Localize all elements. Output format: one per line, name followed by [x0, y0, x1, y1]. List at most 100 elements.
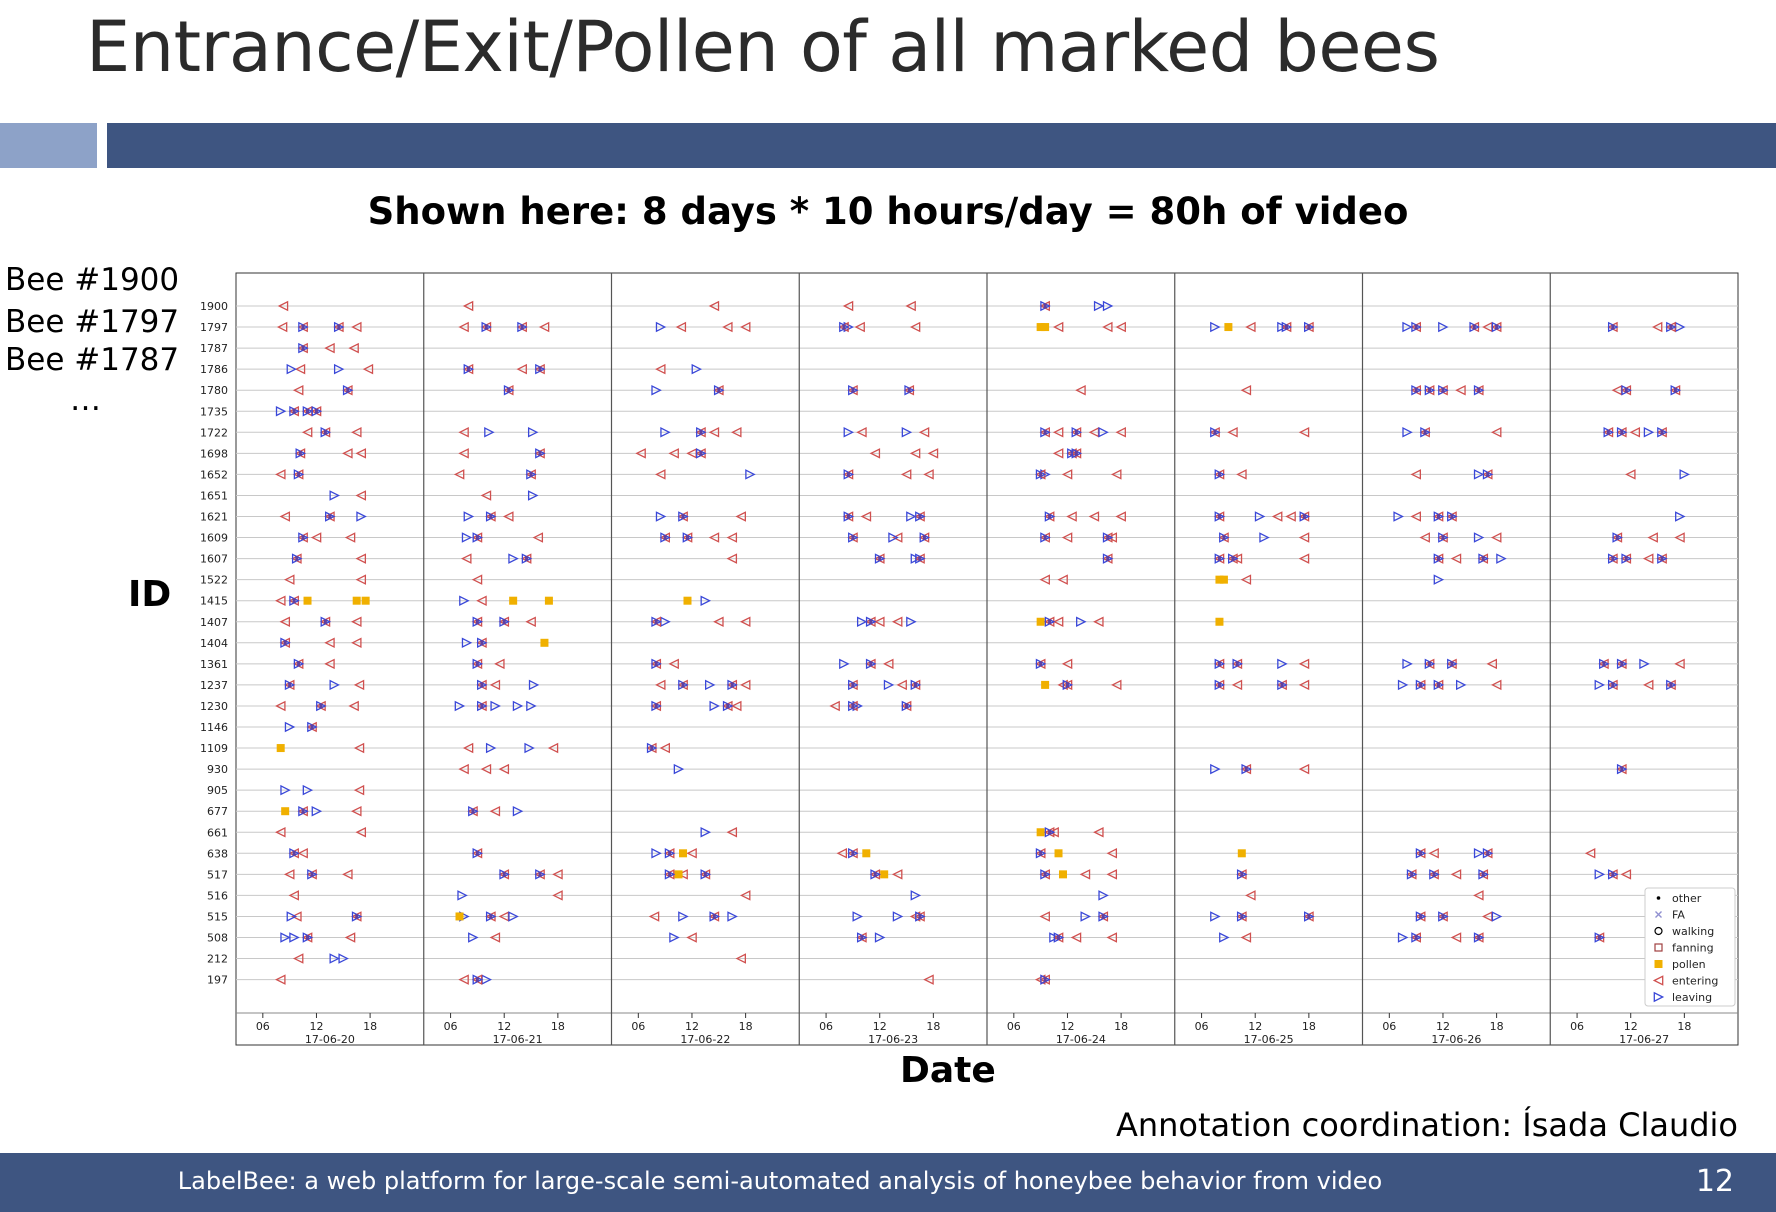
- chart-legend: other FA walking fanning pollen entering leavi…: [1644, 887, 1736, 1007]
- accent-bar-light: [0, 123, 97, 168]
- marker-fanning: [699, 450, 703, 456]
- y-tick-label: 1361: [200, 658, 228, 671]
- x-tick-label: 12: [873, 1020, 887, 1033]
- marker-entering: [351, 321, 362, 333]
- marker-fanning: [846, 514, 850, 519]
- y-tick-label: 1900: [200, 300, 228, 313]
- marker-fanning: [726, 703, 730, 709]
- marker-entering: [713, 616, 724, 628]
- marker-fanning: [292, 598, 296, 604]
- marker-entering: [1298, 532, 1310, 543]
- marker-entering: [1620, 869, 1632, 880]
- marker-leaving: [1254, 511, 1266, 522]
- marker-entering: [458, 321, 469, 333]
- marker-entering: [462, 300, 474, 312]
- marker-entering: [836, 848, 848, 859]
- marker-leaving: [1397, 679, 1409, 691]
- day-label: 17-06-25: [1244, 1033, 1294, 1046]
- marker-fanning: [306, 935, 310, 940]
- marker-fanning: [1481, 556, 1485, 562]
- marker-fanning: [1106, 535, 1110, 541]
- marker-fanning: [1615, 535, 1619, 541]
- legend-marker-fanning: [1654, 943, 1663, 952]
- marker-leaving: [1093, 300, 1105, 312]
- marker-leaving: [1473, 848, 1485, 859]
- marker-leaving: [856, 616, 868, 628]
- marker-leaving: [526, 700, 537, 712]
- marker-fanning: [480, 703, 484, 709]
- marker-entering: [1486, 658, 1497, 670]
- marker-leaving: [485, 742, 497, 754]
- marker-entering: [883, 658, 894, 670]
- marker-entering: [726, 826, 738, 838]
- x-tick-label: 06: [444, 1020, 458, 1033]
- marker-entering: [1298, 658, 1310, 670]
- marker-fanning: [1057, 935, 1061, 940]
- marker-fanning: [292, 408, 296, 414]
- marker-fanning: [1285, 324, 1289, 330]
- marker-fanning: [1495, 324, 1499, 330]
- marker-leaving: [333, 363, 345, 375]
- marker-fanning: [489, 514, 493, 519]
- marker-pollen: [361, 596, 370, 605]
- y-tick-label: 515: [207, 910, 228, 923]
- marker-fanning: [851, 535, 855, 541]
- marker-entering: [731, 700, 742, 712]
- marker-leaving: [1496, 553, 1507, 564]
- marker-entering: [489, 805, 501, 817]
- marker-leaving: [484, 427, 495, 438]
- marker-leaving: [1455, 679, 1467, 691]
- marker-entering: [348, 342, 359, 354]
- marker-leaving: [745, 469, 756, 480]
- marker-entering: [909, 321, 921, 333]
- marker-entering: [1450, 553, 1462, 564]
- marker-leaving: [1402, 658, 1413, 670]
- x-tick-label: 18: [926, 1020, 940, 1033]
- page-number: 12: [1695, 1164, 1734, 1199]
- marker-fanning: [918, 913, 922, 919]
- y-tick-label: 1230: [200, 700, 228, 713]
- marker-fanning: [502, 619, 506, 625]
- marker-entering: [1052, 321, 1064, 333]
- marker-leaving: [461, 532, 473, 543]
- marker-fanning: [650, 745, 654, 751]
- marker-leaving: [454, 700, 466, 712]
- marker-fanning: [1669, 682, 1673, 688]
- marker-entering: [292, 384, 304, 396]
- marker-leaving: [280, 932, 291, 943]
- marker-entering: [722, 321, 733, 333]
- marker-leaving: [901, 427, 913, 438]
- marker-leaving: [1594, 869, 1606, 880]
- day-label: 17-06-27: [1619, 1033, 1669, 1046]
- x-tick-label: 18: [1114, 1020, 1128, 1033]
- marker-fanning: [1660, 429, 1664, 435]
- marker-leaving: [1098, 427, 1109, 438]
- marker-entering: [310, 532, 322, 543]
- marker-entering: [532, 532, 544, 543]
- x-tick-label: 12: [1624, 1020, 1638, 1033]
- marker-entering: [462, 742, 474, 754]
- marker-leaving: [1679, 469, 1691, 480]
- marker-entering: [453, 469, 465, 480]
- marker-entering: [896, 679, 907, 691]
- marker-fanning: [1472, 324, 1476, 330]
- marker-pollen: [880, 870, 889, 879]
- marker-leaving: [1473, 469, 1485, 480]
- marker-fanning: [851, 682, 855, 688]
- marker-entering: [458, 974, 469, 985]
- marker-entering: [874, 616, 885, 628]
- marker-fanning: [1436, 556, 1440, 562]
- marker-entering: [1088, 511, 1100, 522]
- marker-entering: [1070, 932, 1082, 943]
- marker-entering: [1079, 869, 1091, 880]
- slide-subtitle: Shown here: 8 days * 10 hours/day = 80h …: [367, 190, 1409, 233]
- marker-entering: [1298, 427, 1310, 438]
- marker-entering: [1231, 679, 1243, 691]
- marker-entering: [1061, 469, 1073, 480]
- marker-entering: [927, 448, 939, 459]
- marker-pollen: [1215, 575, 1224, 584]
- marker-fanning: [905, 703, 909, 709]
- y-tick-label: 1780: [200, 384, 228, 397]
- marker-entering: [1240, 932, 1252, 943]
- bee-label-ellipsis: …: [70, 382, 101, 418]
